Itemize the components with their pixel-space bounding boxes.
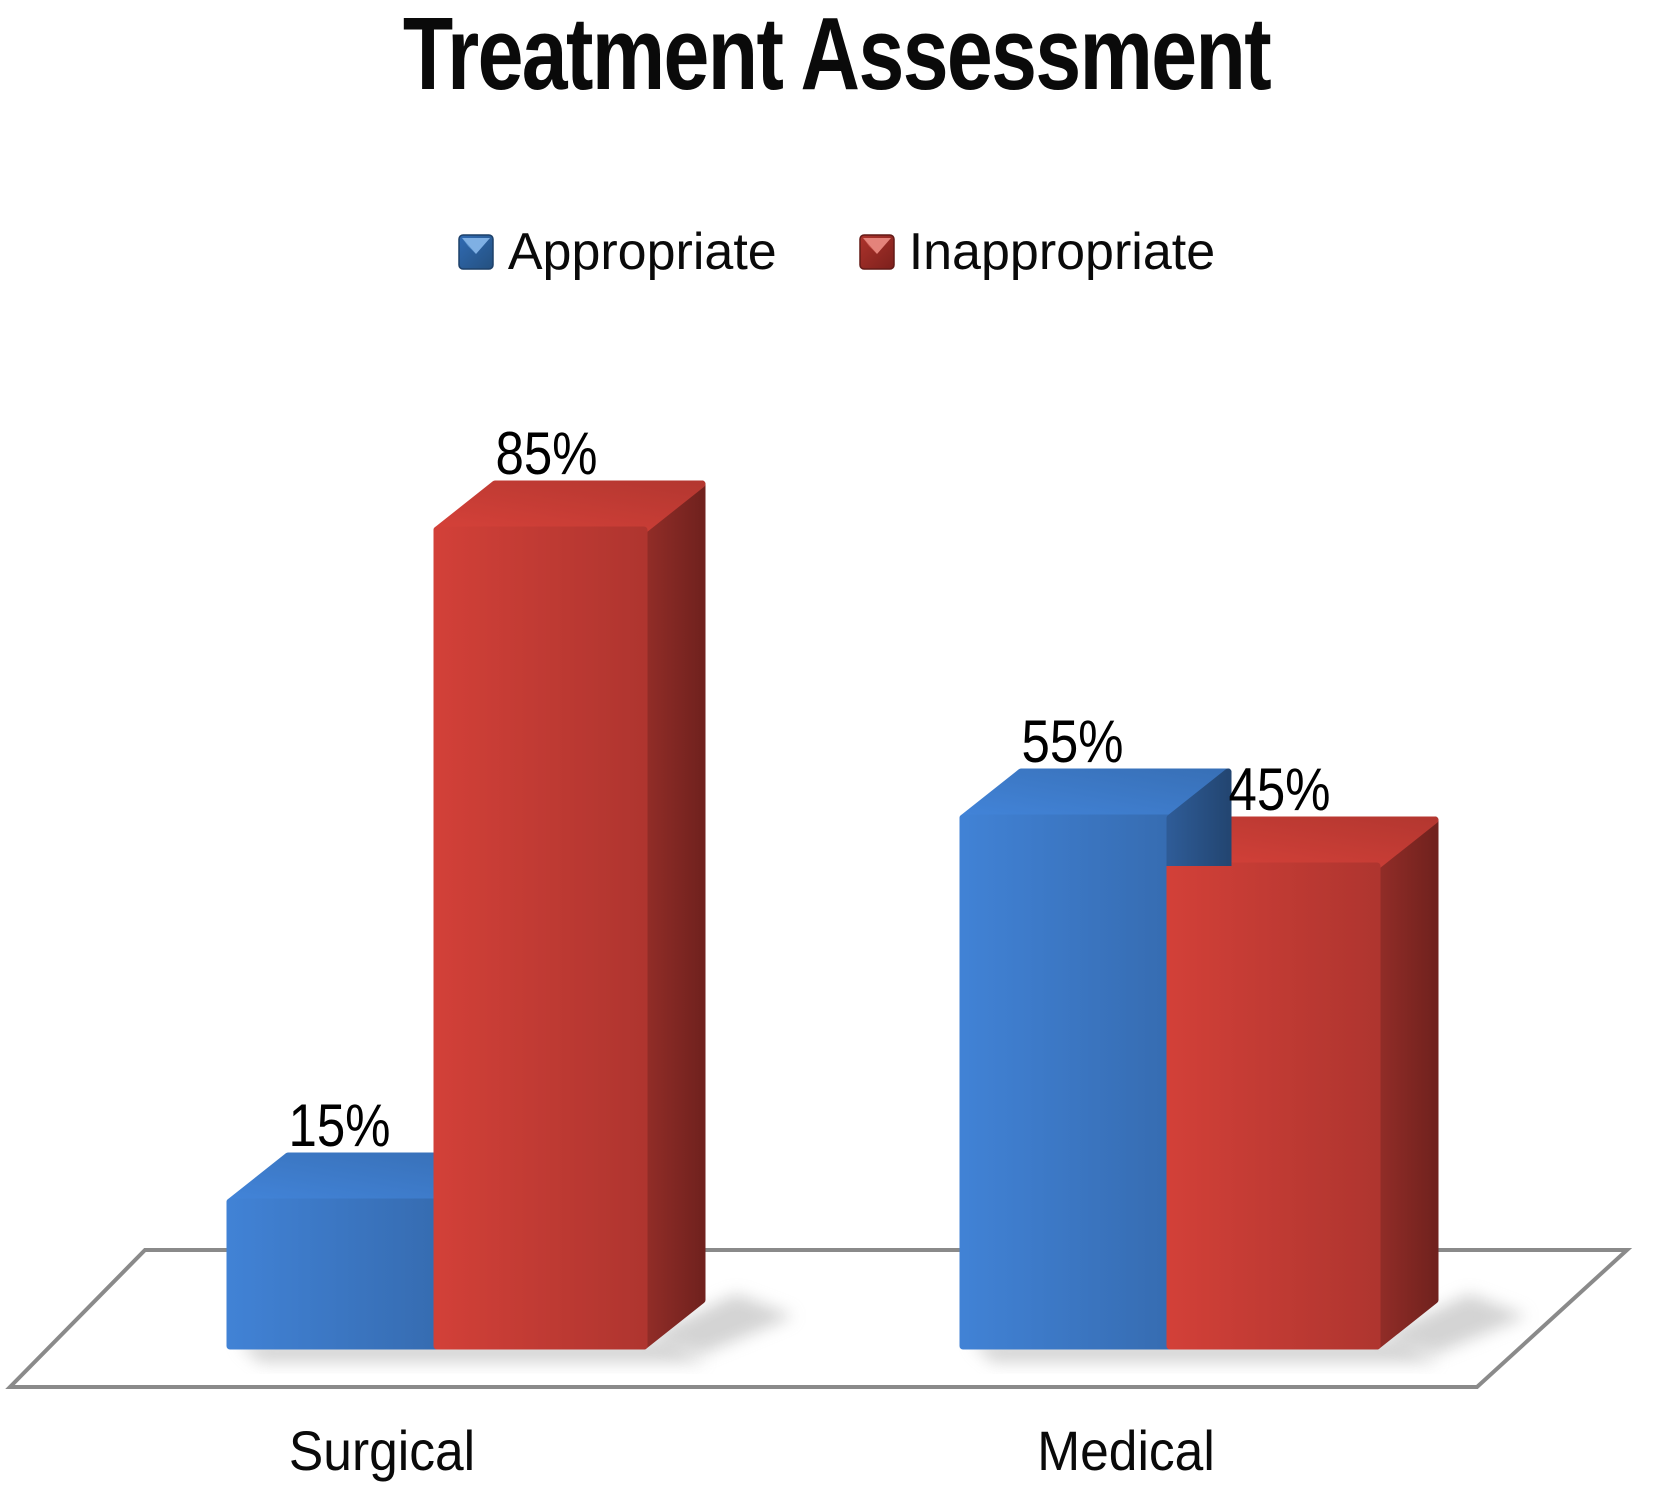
legend-swatch-appropriate-icon bbox=[458, 234, 494, 270]
bar-side-shadow bbox=[648, 1294, 794, 1354]
bar-side-face-overlap bbox=[1166, 768, 1232, 866]
bar-front-face bbox=[1166, 862, 1381, 1350]
data-label-medical-appropriate: 55% bbox=[1021, 708, 1123, 775]
legend-swatch-inappropriate-icon bbox=[858, 234, 895, 270]
legend-item-inappropriate: Inappropriate bbox=[858, 222, 1216, 282]
bar-medical-inappropriate bbox=[1166, 816, 1439, 1350]
data-label-medical-inappropriate: 45% bbox=[1228, 756, 1330, 823]
category-label-surgical: Surgical bbox=[288, 1419, 476, 1482]
bar-front-face bbox=[959, 814, 1174, 1350]
legend-item-appropriate: Appropriate bbox=[458, 222, 777, 282]
bar-side-face bbox=[640, 480, 706, 1350]
bar-side-shadow bbox=[1381, 1294, 1527, 1354]
legend: Appropriate Inappropriate bbox=[0, 222, 1673, 282]
bar-surgical-inappropriate bbox=[433, 480, 706, 1350]
legend-label-inappropriate: Inappropriate bbox=[908, 223, 1216, 281]
data-label-surgical-inappropriate: 85% bbox=[495, 420, 597, 487]
chart-title: Treatment Assessment bbox=[402, 0, 1272, 111]
category-label-medical: Medical bbox=[1037, 1419, 1215, 1482]
bar-group-medical bbox=[959, 768, 1439, 1350]
legend-label-appropriate: Appropriate bbox=[507, 223, 777, 281]
data-label-surgical-appropriate: 15% bbox=[288, 1092, 390, 1159]
bar-front-face bbox=[433, 526, 648, 1350]
bar-side-face bbox=[1373, 816, 1439, 1350]
bar-front-face bbox=[226, 1198, 441, 1350]
bar-group-surgical bbox=[226, 480, 706, 1350]
